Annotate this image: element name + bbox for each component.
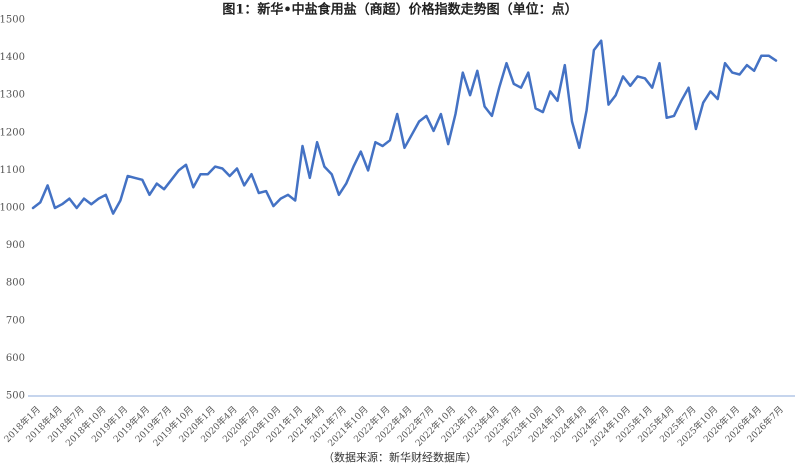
y-tick-label: 800	[6, 278, 25, 289]
chart-title: 图1：新华•中盐食用盐（商超）价格指数走势图（单位：点）	[222, 2, 577, 18]
y-tick-label: 900	[6, 240, 25, 251]
y-tick-label: 1100	[0, 165, 25, 176]
y-tick-label: 700	[6, 315, 25, 326]
y-tick-label: 1400	[0, 52, 25, 63]
y-tick-label: 600	[6, 353, 25, 364]
y-tick-label: 500	[6, 391, 25, 402]
line-series	[31, 39, 778, 215]
y-tick-label: 1500	[0, 15, 25, 26]
y-tick-label: 1000	[0, 203, 25, 214]
y-tick-label: 1200	[0, 127, 25, 138]
y-tick-label: 1300	[0, 90, 25, 101]
chart-source: （数据来源：新华财经数据库）	[323, 450, 477, 464]
